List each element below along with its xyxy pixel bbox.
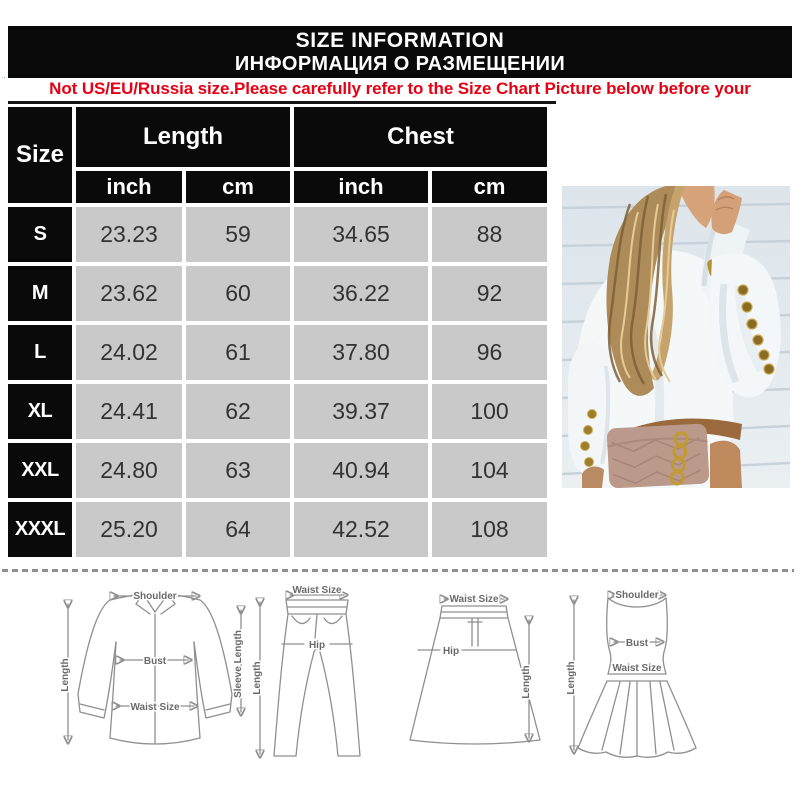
unit-length-cm: cm [186, 171, 290, 203]
chest-cm-value: 96 [432, 325, 547, 380]
length-cm-value: 62 [186, 384, 290, 439]
length-inch-value: 24.80 [76, 443, 182, 498]
unit-length-inch: inch [76, 171, 182, 203]
dress-measure-diagram: Shoulder Bust Waist Size Length [565, 589, 697, 758]
chest-cm-value: 100 [432, 384, 547, 439]
page-title: SIZE INFORMATION [295, 28, 505, 52]
skirt-waist-label: Waist Size [449, 594, 499, 605]
table-top-rule [8, 101, 556, 104]
size-label: XL [8, 384, 72, 439]
table-row: M 23.62 60 36.22 92 [8, 266, 547, 321]
chest-inch-value: 37.80 [294, 325, 428, 380]
table-row: XXL 24.80 63 40.94 104 [8, 443, 547, 498]
pants-measure-diagram: Waist Size Hip Length [251, 586, 361, 768]
warning-text: Not US/EU/Russia size.Please carefully r… [49, 79, 751, 98]
dress-length-label: Length [566, 661, 577, 694]
size-label: XXXL [8, 502, 72, 557]
table-header-row: Size Length Chest [8, 107, 547, 203]
unit-chest-cm: cm [432, 171, 547, 203]
dashed-separator [2, 569, 794, 572]
chest-cm-value: 104 [432, 443, 547, 498]
skirt-length-label: Length [521, 665, 532, 698]
pants-waist-label: Waist Size [292, 586, 342, 596]
length-inch-value: 23.23 [76, 207, 182, 262]
chest-inch-value: 39.37 [294, 384, 428, 439]
header-bar: SIZE INFORMATION ИНФОРМАЦИЯ О РАЗМЕЩЕНИИ [8, 26, 792, 78]
length-cm-value: 63 [186, 443, 290, 498]
length-inch-value: 24.02 [76, 325, 182, 380]
table-units-row: inch cm inch cm [8, 171, 547, 203]
length-inch-value: 23.62 [76, 266, 182, 321]
col-header-size: Size [8, 107, 72, 203]
chest-inch-value: 42.52 [294, 502, 428, 557]
shirt-sleeve-length-label: Sleeve Length [233, 630, 244, 698]
col-header-chest: Chest [294, 107, 547, 167]
length-cm-value: 59 [186, 207, 290, 262]
chest-cm-value: 88 [432, 207, 547, 262]
length-inch-value: 24.41 [76, 384, 182, 439]
size-label: XXL [8, 443, 72, 498]
length-cm-value: 64 [186, 502, 290, 557]
skirt-hip-label: Hip [443, 646, 459, 657]
dress-waist-label: Waist Size [612, 663, 662, 674]
page-subtitle-russian: ИНФОРМАЦИЯ О РАЗМЕЩЕНИИ [234, 53, 566, 76]
shirt-waist-label: Waist Size [130, 702, 180, 713]
chest-cm-value: 92 [432, 266, 547, 321]
col-header-length: Length [76, 107, 290, 167]
size-table: Size Length Chest inch cm inch cm S 23.2… [4, 103, 551, 561]
warning-banner: Not US/EU/Russia size.Please carefully r… [0, 78, 800, 100]
shirt-shoulder-label: Shoulder [133, 591, 176, 602]
model-photo-image [562, 186, 790, 488]
pants-hip-label: Hip [309, 640, 325, 651]
size-label: S [8, 207, 72, 262]
table-row: S 23.23 59 34.65 88 [8, 207, 547, 262]
length-cm-value: 61 [186, 325, 290, 380]
table-row: XL 24.41 62 39.37 100 [8, 384, 547, 439]
shirt-length-label: Length [60, 658, 71, 691]
chest-inch-value: 40.94 [294, 443, 428, 498]
table-row: L 24.02 61 37.80 96 [8, 325, 547, 380]
size-label: L [8, 325, 72, 380]
size-label: M [8, 266, 72, 321]
dress-shoulder-label: Shoulder [615, 590, 658, 601]
shirt-measure-diagram: Shoulder Length Bust Waist Size Sleeve L… [59, 590, 250, 745]
length-cm-value: 60 [186, 266, 290, 321]
pants-length-label: Length [252, 661, 263, 694]
shirt-bust-label: Bust [144, 656, 167, 667]
chest-inch-value: 36.22 [294, 266, 428, 321]
length-inch-value: 25.20 [76, 502, 182, 557]
unit-chest-inch: inch [294, 171, 428, 203]
chest-cm-value: 108 [432, 502, 547, 557]
skirt-measure-diagram: Waist Size Hip Length [409, 593, 541, 745]
table-row: XXXL 25.20 64 42.52 108 [8, 502, 547, 557]
dress-bust-label: Bust [626, 638, 649, 649]
chest-inch-value: 34.65 [294, 207, 428, 262]
